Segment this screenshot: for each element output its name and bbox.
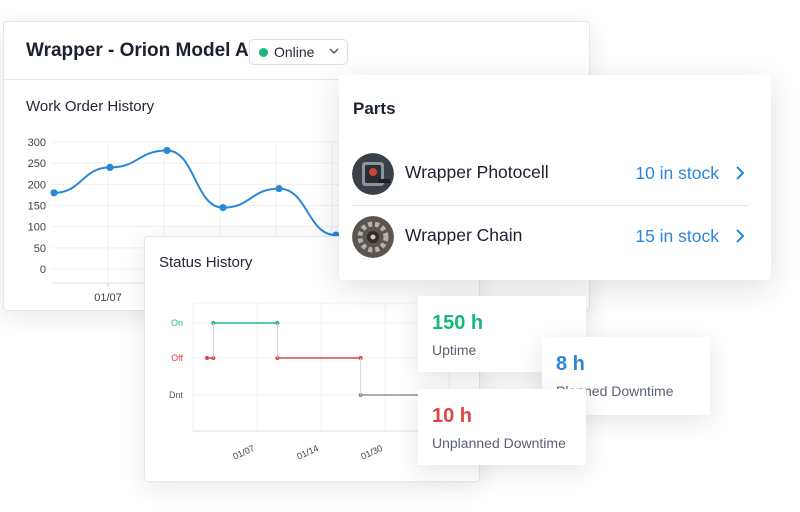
y-tick-label: 50 xyxy=(34,243,46,255)
x-tick-label: 01/07 xyxy=(94,292,122,304)
x-tick-label: 01/14 xyxy=(295,443,320,462)
data-point xyxy=(219,204,227,212)
work-order-history-title: Work Order History xyxy=(26,98,155,115)
y-tick-label: 250 xyxy=(28,158,46,170)
part-stock: 10 in stock xyxy=(635,163,719,183)
data-point xyxy=(106,163,114,171)
data-point xyxy=(163,146,171,155)
y-tick-label: 100 xyxy=(28,222,46,234)
status-label: Online xyxy=(274,44,315,60)
part-name: Wrapper Chain xyxy=(405,225,523,245)
y-tick-label: 300 xyxy=(28,137,46,149)
y-category-label: On xyxy=(171,318,183,328)
status-dot-icon xyxy=(259,48,268,57)
y-tick-label: 200 xyxy=(28,179,46,191)
machine-title: Wrapper - Orion Model A xyxy=(26,40,249,61)
data-point xyxy=(275,184,283,193)
uptime-label: Uptime xyxy=(432,342,477,358)
x-tick-label: 01/30 xyxy=(359,443,384,462)
uptime-value: 150 h xyxy=(432,312,484,334)
y-tick-label: 150 xyxy=(28,201,46,213)
chevron-right-icon[interactable] xyxy=(733,228,747,244)
chain-thumbnail xyxy=(352,216,394,258)
y-tick-label: 0 xyxy=(40,264,46,276)
segment-start-point xyxy=(205,356,209,360)
part-stock: 15 in stock xyxy=(635,226,719,246)
x-tick-label: 01/07 xyxy=(231,443,256,462)
y-category-label: Off xyxy=(171,353,183,363)
part-name: Wrapper Photocell xyxy=(405,162,549,182)
parts-title: Parts xyxy=(353,99,396,118)
status-history-title: Status History xyxy=(159,254,253,271)
data-point xyxy=(50,189,58,197)
photocell-thumbnail xyxy=(352,153,394,195)
chevron-down-icon xyxy=(329,48,339,54)
planned-downtime-value: 8 h xyxy=(556,353,585,375)
part-row[interactable]: Wrapper Photocell 10 in stock xyxy=(351,143,749,206)
y-category-label: Dnt xyxy=(169,390,184,400)
unplanned-downtime-stat: 10 h Unplanned Downtime xyxy=(418,389,586,465)
machine-header: Wrapper - Orion Model A Online xyxy=(4,22,589,80)
series-line xyxy=(53,149,337,237)
chevron-right-icon[interactable] xyxy=(733,165,747,181)
unplanned-downtime-label: Unplanned Downtime xyxy=(432,435,566,451)
parts-card: Parts Wrapper Photocell 10 in stock Wrap… xyxy=(339,75,771,280)
unplanned-downtime-value: 10 h xyxy=(432,405,473,427)
status-dropdown[interactable]: Online xyxy=(249,39,348,65)
part-row[interactable]: Wrapper Chain 15 in stock xyxy=(351,206,749,268)
